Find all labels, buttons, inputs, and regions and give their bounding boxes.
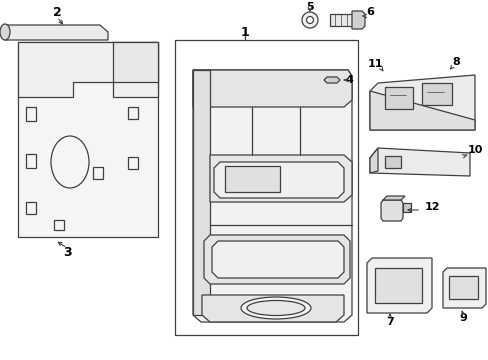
Polygon shape <box>369 75 474 130</box>
Bar <box>128 157 138 169</box>
Polygon shape <box>113 42 158 82</box>
Text: 10: 10 <box>467 145 482 155</box>
Polygon shape <box>193 70 351 107</box>
Polygon shape <box>329 14 361 26</box>
Polygon shape <box>442 268 485 308</box>
Polygon shape <box>366 258 431 313</box>
Ellipse shape <box>0 24 10 40</box>
Bar <box>175 40 357 335</box>
Bar <box>224 166 280 192</box>
Polygon shape <box>212 241 343 278</box>
Text: 5: 5 <box>305 2 313 12</box>
Bar <box>54 220 64 230</box>
Polygon shape <box>214 162 343 198</box>
Polygon shape <box>18 42 158 237</box>
Bar <box>421 83 451 105</box>
Polygon shape <box>193 70 351 322</box>
Bar <box>26 107 36 121</box>
Polygon shape <box>324 77 339 83</box>
Text: 6: 6 <box>366 7 373 17</box>
Text: 8: 8 <box>451 57 459 67</box>
Polygon shape <box>369 91 474 130</box>
Bar <box>93 167 103 179</box>
Text: 9: 9 <box>458 313 466 323</box>
Text: 7: 7 <box>386 317 393 327</box>
Polygon shape <box>382 196 404 200</box>
Circle shape <box>306 17 313 23</box>
Polygon shape <box>0 25 108 40</box>
Text: 11: 11 <box>366 59 382 69</box>
Polygon shape <box>193 70 209 315</box>
Bar <box>374 268 421 303</box>
Bar <box>384 87 412 109</box>
Ellipse shape <box>246 301 305 315</box>
Bar <box>128 107 138 119</box>
Polygon shape <box>369 148 469 176</box>
Text: 12: 12 <box>424 202 440 212</box>
Text: 4: 4 <box>345 75 352 85</box>
Polygon shape <box>380 200 402 221</box>
Ellipse shape <box>241 297 310 319</box>
Polygon shape <box>402 203 410 212</box>
Polygon shape <box>209 155 351 202</box>
Polygon shape <box>18 42 158 97</box>
Text: 1: 1 <box>240 26 249 39</box>
Polygon shape <box>369 148 377 173</box>
Bar <box>448 276 477 299</box>
Polygon shape <box>203 235 349 284</box>
Bar <box>26 154 36 168</box>
Polygon shape <box>202 295 343 322</box>
Text: 3: 3 <box>62 246 71 258</box>
Circle shape <box>302 12 317 28</box>
Polygon shape <box>351 11 364 29</box>
Bar <box>26 202 36 214</box>
Text: 2: 2 <box>53 5 61 18</box>
Bar <box>384 156 400 168</box>
